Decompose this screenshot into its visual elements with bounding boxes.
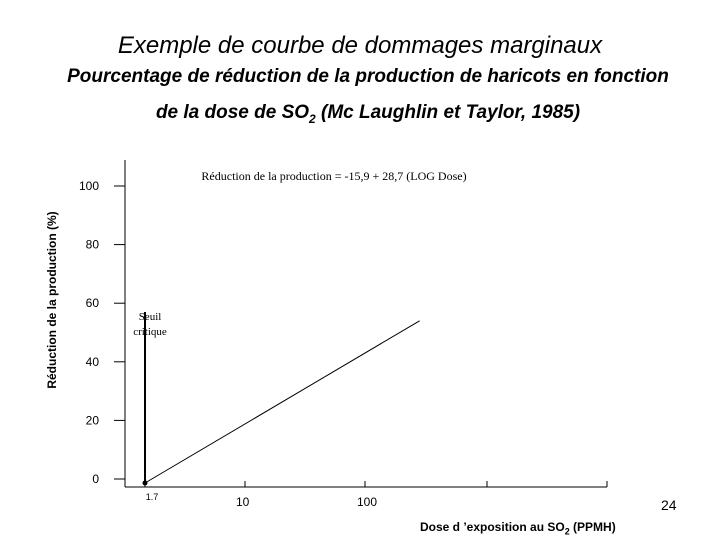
chart-subtitle-line1: Pourcentage de réduction de la productio…: [67, 66, 669, 87]
subtitle-pre: de la dose de SO: [155, 102, 310, 123]
x-axis-label-sub: 2: [564, 526, 570, 537]
x-axis-label-post: (PPMH): [569, 520, 616, 534]
annotation-critique: critique: [133, 326, 167, 338]
y-tick-label-80: 80: [86, 238, 100, 252]
subtitle-post: (Mc Laughlin et Taylor, 1985): [315, 102, 581, 123]
series-line: [144, 320, 420, 484]
y-tick-label-40: 40: [86, 355, 100, 369]
chart-title: Exemple de courbe de dommages marginaux: [117, 32, 603, 59]
y-tick-label-0: 0: [92, 472, 99, 486]
x-tick-label-1: 10: [236, 495, 250, 509]
y-tick-label-60: 60: [86, 296, 100, 310]
x-axis-label-pre: Dose d ’exposition au SO: [420, 520, 565, 534]
chart-subtitle-line2: de la dose de SO2 (Mc Laughlin et Taylor…: [0, 102, 720, 126]
y-tick-label-20: 20: [86, 413, 100, 427]
x-tick-label-2: 100: [357, 495, 377, 509]
equation-label: Réduction de la production = -15,9 + 28,…: [201, 169, 466, 183]
subtitle-sub: 2: [309, 111, 316, 126]
page-number: 24: [661, 497, 677, 513]
y-tick-label-100: 100: [79, 179, 99, 193]
x-axis-label: Dose d ’exposition au SO2 (PPMH): [420, 520, 616, 536]
x-tick-label-0: 1.7: [146, 492, 159, 502]
annotation-seuil: Seuil: [139, 311, 162, 323]
